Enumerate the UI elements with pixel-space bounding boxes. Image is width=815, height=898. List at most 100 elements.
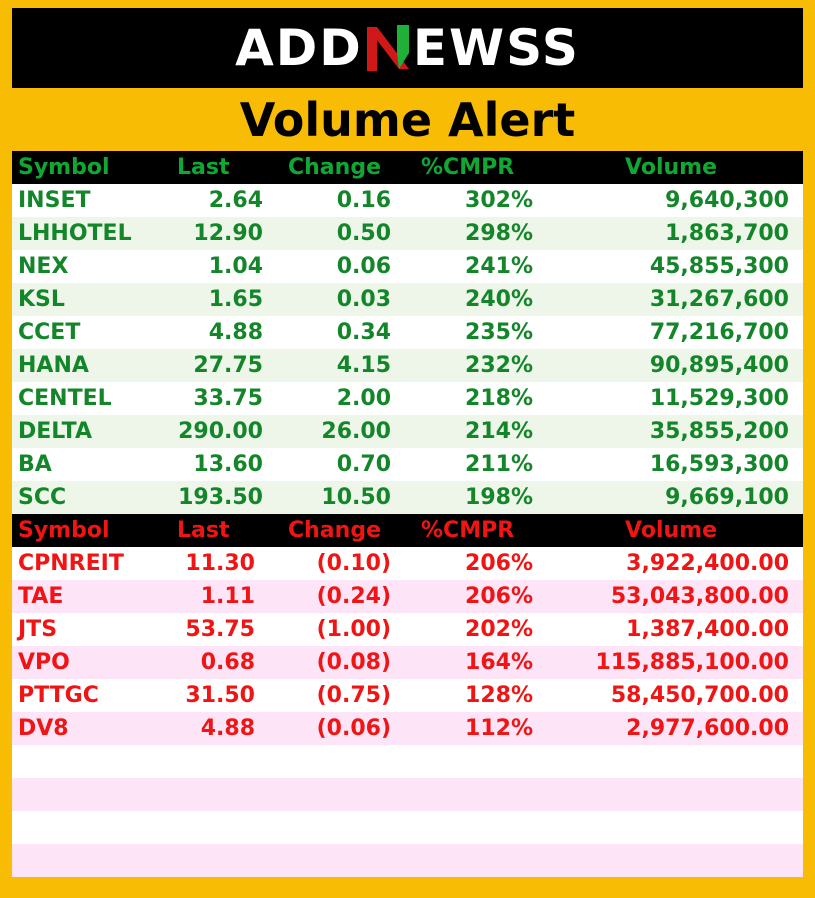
header-volume: Volume bbox=[625, 155, 717, 180]
cell-volume: 31,267,600 bbox=[649, 287, 789, 312]
cell-symbol: CENTEL bbox=[18, 386, 112, 411]
cell-last: 1.11 bbox=[200, 584, 255, 609]
cell-change: (0.06) bbox=[316, 716, 391, 741]
cell-last: 13.60 bbox=[193, 452, 263, 477]
cell-change: (0.75) bbox=[316, 683, 391, 708]
cell-symbol: DELTA bbox=[18, 419, 92, 444]
cell-symbol: INSET bbox=[18, 188, 91, 213]
table-row: JTS 53.75 (1.00) 202% 1,387,400.00 bbox=[12, 613, 803, 646]
cell-cmpr: 211% bbox=[465, 452, 533, 477]
table-row: CCET 4.88 0.34 235% 77,216,700 bbox=[12, 316, 803, 349]
table-row: SCC 193.50 10.50 198% 9,669,100 bbox=[12, 481, 803, 514]
empty-row bbox=[12, 811, 803, 844]
cell-last: 0.68 bbox=[200, 650, 255, 675]
header-symbol: Symbol bbox=[18, 155, 110, 180]
cell-last: 31.50 bbox=[185, 683, 255, 708]
cell-volume: 11,529,300 bbox=[649, 386, 789, 411]
losers-body: CPNREIT 11.30 (0.10) 206% 3,922,400.00 TAE 1.1… bbox=[12, 547, 803, 745]
table-row: INSET 2.64 0.16 302% 9,640,300 bbox=[12, 184, 803, 217]
cell-cmpr: 214% bbox=[465, 419, 533, 444]
cell-symbol: NEX bbox=[18, 254, 69, 279]
cell-last: 1.04 bbox=[208, 254, 263, 279]
cell-cmpr: 206% bbox=[465, 584, 533, 609]
cell-symbol: HANA bbox=[18, 353, 89, 378]
cell-cmpr: 241% bbox=[465, 254, 533, 279]
cell-change: 2.00 bbox=[336, 386, 391, 411]
table-row: TAE 1.11 (0.24) 206% 53,043,800.00 bbox=[12, 580, 803, 613]
cell-last: 53.75 bbox=[185, 617, 255, 642]
cell-volume: 45,855,300 bbox=[649, 254, 789, 279]
table-row: BA 13.60 0.70 211% 16,593,300 bbox=[12, 448, 803, 481]
brand-n-mark-icon bbox=[366, 25, 409, 71]
header-volume: Volume bbox=[625, 518, 717, 543]
gainers-header-row: Symbol Last Change %CMPR Volume bbox=[12, 151, 803, 184]
cell-volume: 1,387,400.00 bbox=[626, 617, 789, 642]
header-last: Last bbox=[177, 155, 230, 180]
table-row: VPO 0.68 (0.08) 164% 115,885,100.00 bbox=[12, 646, 803, 679]
cell-volume: 77,216,700 bbox=[649, 320, 789, 345]
brand-text-before: ADD bbox=[235, 19, 363, 77]
cell-change: 0.16 bbox=[336, 188, 391, 213]
empty-row bbox=[12, 778, 803, 811]
header-cmpr: %CMPR bbox=[421, 155, 515, 180]
table-row: LHHOTEL 12.90 0.50 298% 1,863,700 bbox=[12, 217, 803, 250]
cell-cmpr: 112% bbox=[465, 716, 533, 741]
cell-last: 2.64 bbox=[208, 188, 263, 213]
cell-volume: 53,043,800.00 bbox=[610, 584, 789, 609]
cell-cmpr: 202% bbox=[465, 617, 533, 642]
cell-symbol: CCET bbox=[18, 320, 81, 345]
brand-logo: ADD EWSS bbox=[235, 19, 580, 77]
table-row: DV8 4.88 (0.06) 112% 2,977,600.00 bbox=[12, 712, 803, 745]
cell-change: 26.00 bbox=[321, 419, 391, 444]
cell-change: 0.06 bbox=[336, 254, 391, 279]
cell-volume: 3,922,400.00 bbox=[626, 551, 789, 576]
cell-cmpr: 164% bbox=[465, 650, 533, 675]
brand-text-after: EWSS bbox=[412, 19, 580, 77]
cell-change: 4.15 bbox=[336, 353, 391, 378]
table-row: CPNREIT 11.30 (0.10) 206% 3,922,400.00 bbox=[12, 547, 803, 580]
cell-last: 193.50 bbox=[178, 485, 263, 510]
cell-cmpr: 128% bbox=[465, 683, 533, 708]
empty-row bbox=[12, 844, 803, 877]
cell-last: 1.65 bbox=[208, 287, 263, 312]
cell-change: 0.70 bbox=[336, 452, 391, 477]
cell-last: 12.90 bbox=[193, 221, 263, 246]
cell-last: 290.00 bbox=[178, 419, 263, 444]
table-row: KSL 1.65 0.03 240% 31,267,600 bbox=[12, 283, 803, 316]
cell-volume: 58,450,700.00 bbox=[610, 683, 789, 708]
cell-last: 4.88 bbox=[200, 716, 255, 741]
cell-cmpr: 198% bbox=[465, 485, 533, 510]
cell-change: (0.24) bbox=[316, 584, 391, 609]
header-symbol: Symbol bbox=[18, 518, 110, 543]
cell-cmpr: 235% bbox=[465, 320, 533, 345]
cell-cmpr: 298% bbox=[465, 221, 533, 246]
cell-volume: 16,593,300 bbox=[649, 452, 789, 477]
cell-cmpr: 232% bbox=[465, 353, 533, 378]
cell-change: 0.50 bbox=[336, 221, 391, 246]
cell-symbol: SCC bbox=[18, 485, 67, 510]
cell-cmpr: 218% bbox=[465, 386, 533, 411]
cell-symbol: BA bbox=[18, 452, 52, 477]
table-row: DELTA 290.00 26.00 214% 35,855,200 bbox=[12, 415, 803, 448]
header-change: Change bbox=[288, 518, 381, 543]
cell-cmpr: 240% bbox=[465, 287, 533, 312]
cell-last: 11.30 bbox=[185, 551, 255, 576]
cell-symbol: KSL bbox=[18, 287, 65, 312]
header-change: Change bbox=[288, 155, 381, 180]
cell-change: (0.10) bbox=[316, 551, 391, 576]
table-row: NEX 1.04 0.06 241% 45,855,300 bbox=[12, 250, 803, 283]
cell-change: 0.34 bbox=[336, 320, 391, 345]
table-row: CENTEL 33.75 2.00 218% 11,529,300 bbox=[12, 382, 803, 415]
cell-symbol: JTS bbox=[18, 617, 58, 642]
cell-symbol: TAE bbox=[18, 584, 64, 609]
volume-table: Symbol Last Change %CMPR Volume INSET 2.6… bbox=[12, 151, 803, 877]
header-last: Last bbox=[177, 518, 230, 543]
cell-volume: 90,895,400 bbox=[649, 353, 789, 378]
cell-change: 0.03 bbox=[336, 287, 391, 312]
cell-volume: 115,885,100.00 bbox=[595, 650, 789, 675]
cell-volume: 35,855,200 bbox=[649, 419, 789, 444]
cell-cmpr: 302% bbox=[465, 188, 533, 213]
table-row: HANA 27.75 4.15 232% 90,895,400 bbox=[12, 349, 803, 382]
volume-alert-card: ADD EWSS Volume Alert Symbol Last Change… bbox=[12, 8, 803, 887]
cell-volume: 2,977,600.00 bbox=[626, 716, 789, 741]
